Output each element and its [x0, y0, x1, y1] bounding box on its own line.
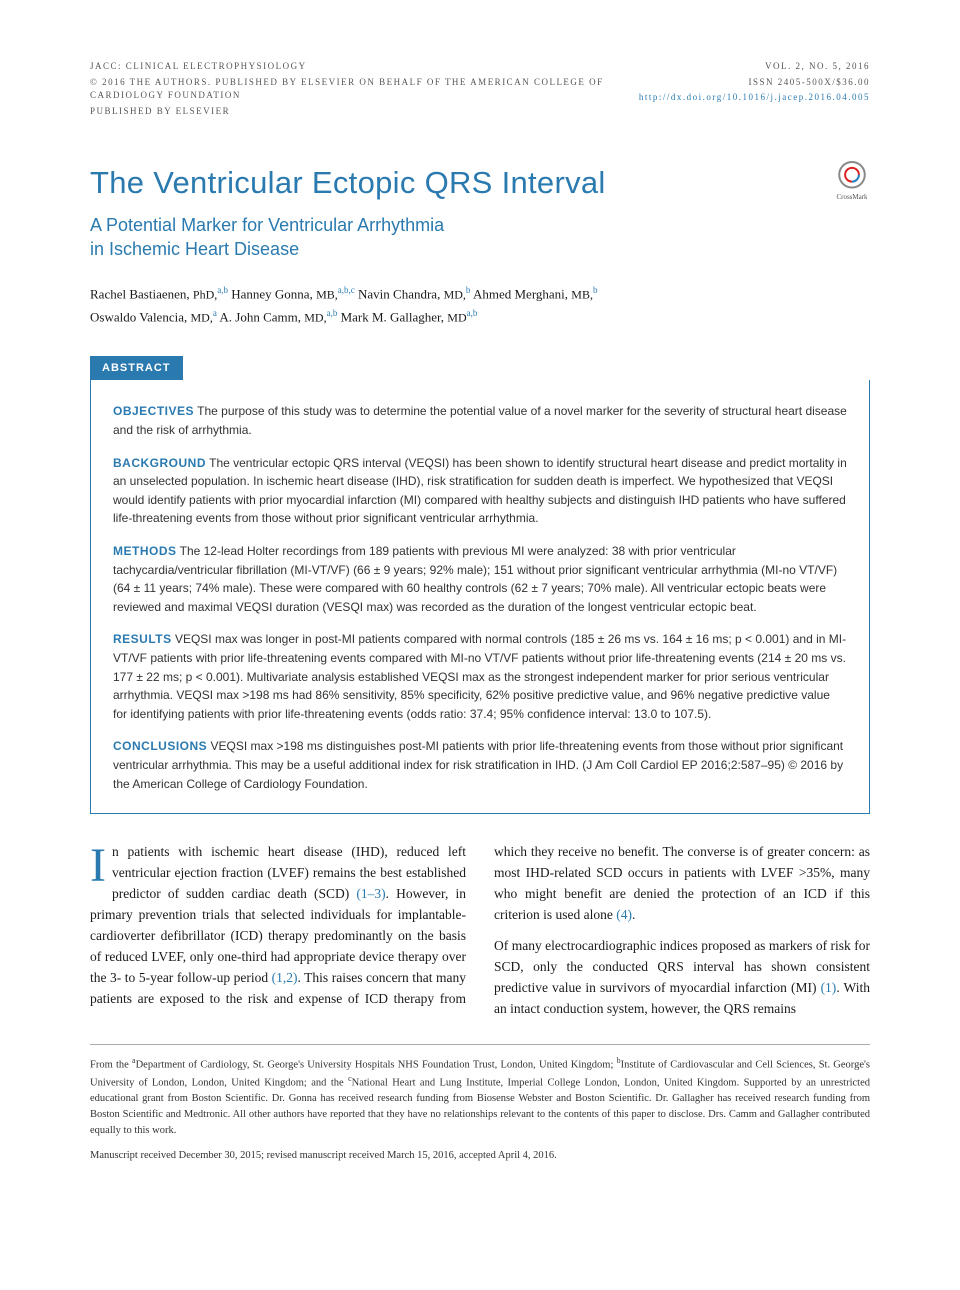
results-head: RESULTS	[113, 632, 172, 646]
author-6-deg: MD,	[304, 310, 326, 324]
abstract-results: RESULTS VEQSI max was longer in post-MI …	[113, 630, 847, 723]
p2-a: Of many electrocardiographic indices pro…	[494, 938, 870, 995]
journal-name: JACC: CLINICAL ELECTROPHYSIOLOGY	[90, 60, 639, 74]
author-5: Oswaldo Valencia,	[90, 309, 190, 324]
abstract-label: ABSTRACT	[90, 356, 183, 381]
author-3: Navin Chandra,	[358, 286, 444, 301]
header-right: VOL. 2, NO. 5, 2016 ISSN 2405-500X/$36.0…	[639, 60, 870, 120]
results-text: VEQSI max was longer in post-MI patients…	[113, 632, 846, 720]
author-3-deg: MD,	[444, 287, 466, 301]
publisher-line: PUBLISHED BY ELSEVIER	[90, 105, 639, 119]
body-p2: Of many electrocardiographic indices pro…	[494, 936, 870, 1020]
abstract-background: BACKGROUND The ventricular ectopic QRS i…	[113, 454, 847, 528]
abstract-objectives: OBJECTIVES The purpose of this study was…	[113, 402, 847, 439]
author-3-aff: b	[466, 285, 471, 295]
volume-line: VOL. 2, NO. 5, 2016	[639, 60, 870, 74]
abstract-box: OBJECTIVES The purpose of this study was…	[90, 380, 870, 814]
journal-header: JACC: CLINICAL ELECTROPHYSIOLOGY © 2016 …	[90, 60, 870, 120]
ref-1[interactable]: (1)	[821, 980, 837, 995]
author-2-aff: a,b,c	[338, 285, 355, 295]
ref-1-2[interactable]: (1,2)	[272, 970, 298, 985]
affiliation-footnote: From the aDepartment of Cardiology, St. …	[90, 1055, 870, 1139]
author-7-deg: MD	[447, 310, 466, 324]
manuscript-dates: Manuscript received December 30, 2015; r…	[90, 1148, 870, 1164]
conclusions-text: VEQSI max >198 ms distinguishes post-MI …	[113, 739, 843, 790]
author-4-deg: MB,	[571, 287, 593, 301]
subtitle-line1: A Potential Marker for Ventricular Arrhy…	[90, 215, 444, 235]
abstract-conclusions: CONCLUSIONS VEQSI max >198 ms distinguis…	[113, 737, 847, 793]
fn-pre: From the	[90, 1059, 132, 1070]
objectives-head: OBJECTIVES	[113, 404, 194, 418]
article-title: The Ventricular Ectopic QRS Interval	[90, 160, 606, 207]
abstract-methods: METHODS The 12-lead Holter recordings fr…	[113, 542, 847, 616]
copyright-line: © 2016 THE AUTHORS. PUBLISHED BY ELSEVIE…	[90, 76, 639, 103]
doi-link[interactable]: http://dx.doi.org/10.1016/j.jacep.2016.0…	[639, 92, 870, 102]
article-subtitle: A Potential Marker for Ventricular Arrhy…	[90, 213, 870, 262]
crossmark-icon	[837, 160, 867, 190]
objectives-text: The purpose of this study was to determi…	[113, 404, 847, 437]
crossmark-label: CrossMark	[836, 192, 867, 203]
author-list: Rachel Bastiaenen, PhD,a,b Hanney Gonna,…	[90, 283, 870, 328]
author-7-aff: a,b	[467, 308, 478, 318]
ref-1-3[interactable]: (1–3)	[356, 886, 385, 901]
dropcap: I	[90, 842, 112, 887]
author-1-aff: a,b	[217, 285, 228, 295]
crossmark-badge[interactable]: CrossMark	[834, 160, 870, 202]
author-2-deg: MB,	[316, 287, 338, 301]
issn-line: ISSN 2405-500X/$36.00	[639, 76, 870, 90]
ref-4[interactable]: (4)	[616, 907, 632, 922]
methods-head: METHODS	[113, 544, 177, 558]
methods-text: The 12-lead Holter recordings from 189 p…	[113, 544, 837, 614]
author-1: Rachel Bastiaenen,	[90, 286, 193, 301]
author-6: A. John Camm,	[219, 309, 304, 324]
footnote-separator	[90, 1044, 870, 1045]
abstract-wrapper: ABSTRACT OBJECTIVES The purpose of this …	[90, 356, 870, 814]
body-text: In patients with ischemic heart disease …	[90, 842, 870, 1019]
fn-aff-a: Department of Cardiology, St. George's U…	[136, 1059, 617, 1070]
author-7: Mark M. Gallagher,	[341, 309, 448, 324]
subtitle-line2: in Ischemic Heart Disease	[90, 239, 299, 259]
background-text: The ventricular ectopic QRS interval (VE…	[113, 456, 847, 526]
author-4-aff: b	[593, 285, 598, 295]
author-1-deg: PhD,	[193, 287, 217, 301]
background-head: BACKGROUND	[113, 456, 206, 470]
title-row: The Ventricular Ectopic QRS Interval Cro…	[90, 160, 870, 207]
author-5-deg: MD,	[190, 310, 212, 324]
author-2: Hanney Gonna,	[231, 286, 316, 301]
conclusions-head: CONCLUSIONS	[113, 739, 207, 753]
author-5-aff: a	[213, 308, 217, 318]
p1-d: .	[632, 907, 635, 922]
author-6-aff: a,b	[327, 308, 338, 318]
header-left: JACC: CLINICAL ELECTROPHYSIOLOGY © 2016 …	[90, 60, 639, 120]
author-4: Ahmed Merghani,	[473, 286, 571, 301]
